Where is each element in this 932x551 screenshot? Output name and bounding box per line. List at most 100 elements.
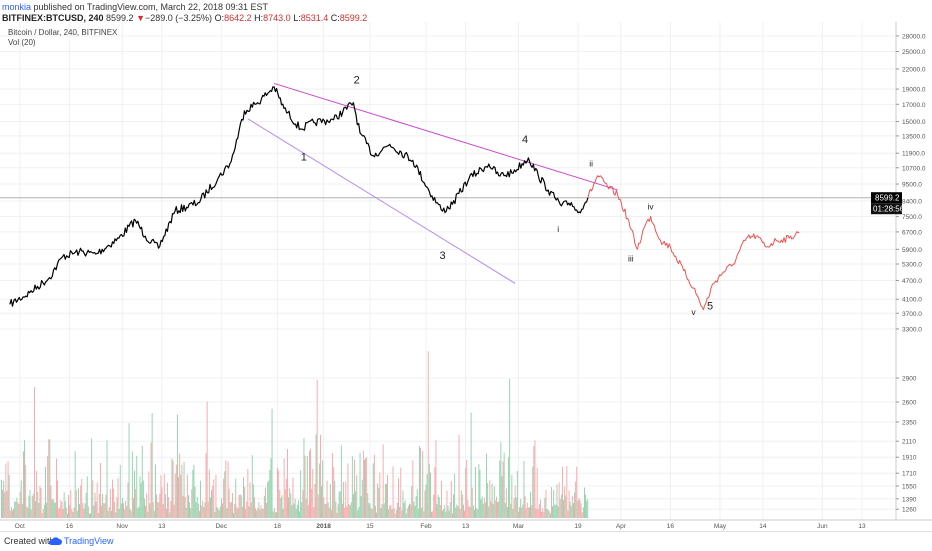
volume-bar [507, 507, 508, 518]
volume-bar [447, 505, 449, 518]
volume-bar [549, 513, 551, 518]
volume-bar [498, 501, 500, 518]
volume-bar [218, 510, 220, 518]
ohlc-line: BITFINEX:BTCUSD, 240 8599.2 ▼−289.0 (−3.… [2, 13, 367, 23]
price-axis[interactable]: 3300.0 3700.0 4100.0 4700.0 5300.0 5900.0 6700… [895, 22, 926, 520]
high-value: 8743.0 [263, 13, 291, 23]
volume-bar [254, 497, 255, 518]
volume-bar [338, 491, 340, 518]
volume-bar [410, 504, 412, 518]
wave-label: iii [628, 253, 634, 263]
volume-bar [389, 505, 391, 518]
volume-bar [151, 412, 153, 518]
volume-bar [378, 487, 380, 518]
volume-bar [203, 507, 205, 518]
volume-bar [453, 494, 454, 518]
volume-bar [201, 505, 203, 518]
low-label: L: [293, 13, 301, 23]
volume-bar [265, 487, 266, 518]
volume-bar [558, 482, 560, 518]
volume-bar [511, 474, 513, 518]
time-axis[interactable]: Oct 16 Nov 13 Dec 18 2018 15 Feb 13 Mar 19 Apr 16 May 1… [0, 519, 932, 530]
volume-bar [477, 509, 479, 518]
volume-bar [61, 501, 63, 518]
volume-bar [210, 497, 211, 518]
volume-bar [487, 483, 489, 518]
volume-bar [120, 503, 122, 518]
volume-bar [245, 508, 247, 518]
volume-bar [188, 495, 189, 518]
volume-bar [269, 469, 271, 518]
volume-bar [105, 494, 107, 518]
volume-bar [408, 505, 409, 518]
volume-bar [217, 508, 219, 518]
volume-bar [463, 504, 464, 518]
volume-bar [468, 506, 470, 518]
volume-bar [246, 501, 248, 518]
change-value: −289.0 (−3.25%) [145, 13, 213, 23]
volume-bar [371, 509, 373, 518]
volume-bar [116, 497, 118, 518]
volume-bar [212, 485, 214, 518]
volume-bar [1, 479, 2, 518]
volume-bar [10, 507, 12, 518]
volume-bar [185, 507, 187, 518]
countdown-badge-text: 01:28:56 [873, 205, 905, 214]
volume-bar [564, 486, 566, 518]
volume-bar [255, 508, 256, 518]
volume-bar [413, 501, 415, 518]
volume-bar [17, 502, 19, 518]
volume-bar [50, 485, 52, 518]
volume-bar [60, 500, 62, 518]
volume-bar [446, 490, 448, 518]
volume-bar [360, 496, 362, 518]
volume-bar [53, 502, 55, 518]
volume-bar [580, 503, 582, 518]
volume-bar [228, 488, 230, 518]
volume-bar [475, 467, 476, 518]
volume-bar [505, 488, 507, 518]
volume-bar [13, 508, 14, 518]
volume-bar [112, 479, 113, 518]
volume-bar [126, 505, 128, 518]
volume-bar [326, 480, 328, 518]
volume-bar [9, 510, 11, 518]
volume-bar [442, 510, 443, 518]
volume-indicator-label[interactable]: Vol (20) [8, 38, 36, 47]
volume-bar [23, 451, 24, 518]
volume-bar [168, 497, 170, 518]
chart-grid [0, 22, 896, 520]
volume-bar [493, 486, 495, 518]
volume-bar [551, 487, 552, 518]
volume-bar [248, 506, 250, 518]
volume-bar [469, 507, 471, 518]
volume-bar [90, 513, 91, 518]
y-tick-label: 10700.0 [902, 165, 926, 172]
tradingview-brand[interactable]: TradingView [64, 536, 114, 546]
volume-bar [103, 503, 105, 518]
volume-bar [476, 508, 478, 518]
volume-bar [172, 460, 174, 518]
volume-bar [243, 477, 244, 518]
volume-bar [323, 497, 325, 518]
last-price-badge [871, 192, 902, 204]
volume-bar [562, 466, 563, 518]
volume-bar [141, 445, 143, 518]
volume-bar [454, 473, 456, 518]
volume-bar [459, 508, 461, 518]
volume-bar [288, 497, 289, 518]
volume-bar [173, 504, 175, 518]
volume-bar [257, 508, 259, 518]
volume-bar [138, 506, 140, 518]
volume-bar [415, 495, 417, 518]
volume-bar [16, 497, 18, 518]
volume-bar [287, 448, 288, 518]
volume-bar [412, 460, 414, 518]
volume-bar [162, 504, 164, 518]
volume-bar [433, 494, 435, 518]
volume-bar [78, 488, 79, 518]
volume-bar [268, 480, 270, 518]
author-link[interactable]: monkia [2, 2, 32, 12]
volume-bar [552, 506, 553, 518]
